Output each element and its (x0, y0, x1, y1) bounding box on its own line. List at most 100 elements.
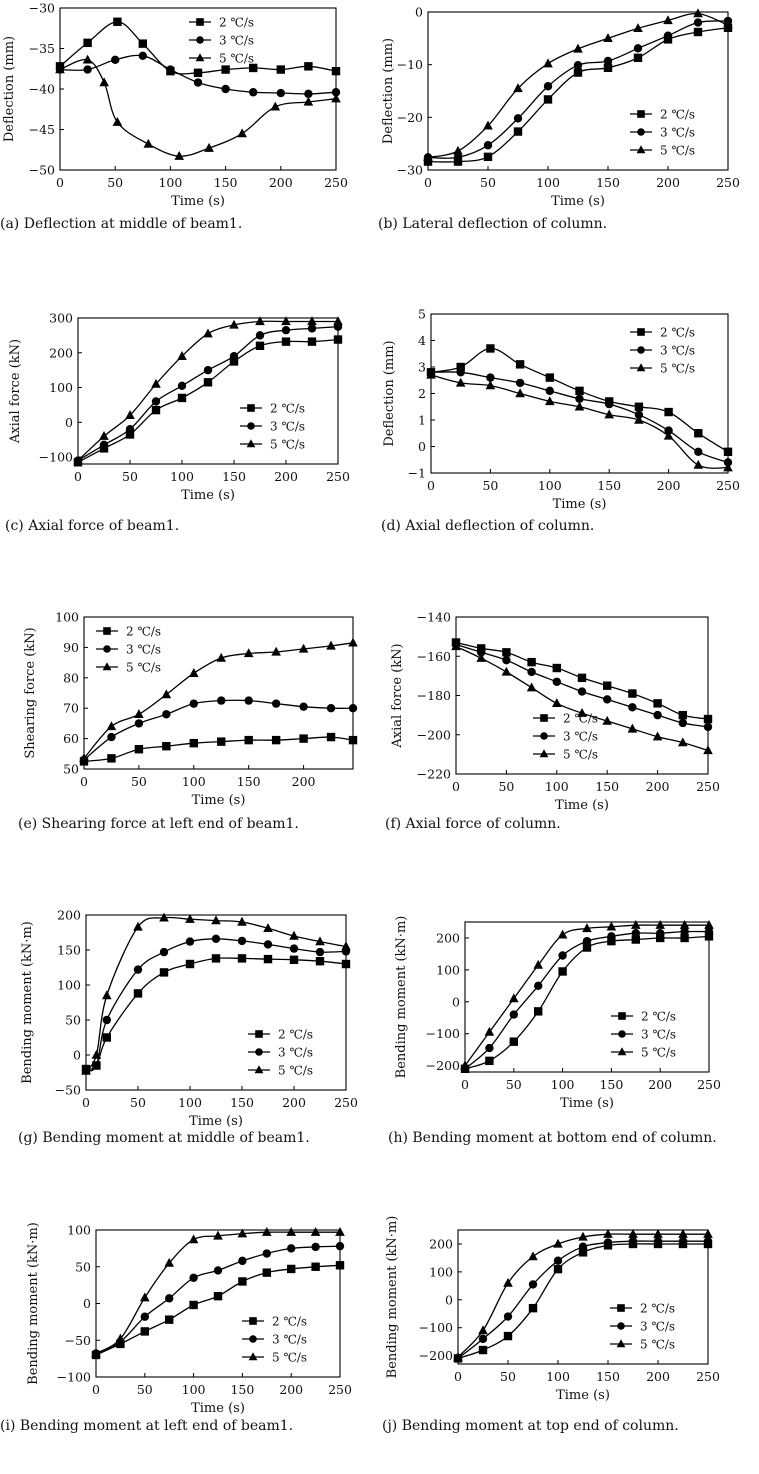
y-tick-label: 0 (73, 1048, 81, 1063)
data-point (664, 426, 673, 435)
data-point (509, 1010, 518, 1019)
series-1 (55, 17, 341, 77)
data-point (138, 51, 147, 60)
data-point (577, 687, 587, 696)
data-point (286, 1227, 296, 1236)
data-point (652, 731, 663, 741)
legend-label: 3 ℃/s (272, 1333, 307, 1347)
x-tick-label: 250 (334, 1095, 358, 1110)
x-tick-label: 50 (480, 175, 496, 190)
legend-marker (636, 363, 646, 372)
data-point (188, 668, 199, 677)
y-tick-label: 0 (445, 1292, 453, 1307)
x-tick-label: 0 (452, 779, 460, 794)
data-point (501, 666, 512, 676)
x-tick-label: 0 (82, 1095, 90, 1110)
caption-c: (c) Axial force of beam1. (5, 518, 180, 534)
series-3 (426, 369, 733, 472)
y-tick-label: 0 (65, 415, 73, 430)
data-point (453, 157, 463, 166)
legend-marker (247, 404, 255, 412)
data-point (217, 696, 226, 705)
data-point (502, 648, 511, 657)
data-point (193, 68, 203, 77)
data-point (603, 56, 613, 66)
data-point (515, 360, 525, 369)
data-point (607, 936, 616, 946)
data-point (263, 954, 273, 964)
data-point (631, 935, 640, 944)
x-axis-title: Time (s) (189, 1114, 243, 1129)
data-point (704, 927, 714, 936)
legend-marker (248, 1352, 258, 1361)
data-point (483, 152, 493, 162)
chart-j-frame (457, 1229, 709, 1365)
x-tick-label: 50 (122, 469, 138, 484)
data-point (553, 1264, 563, 1274)
x-axis-title: Time (s) (551, 194, 605, 209)
data-point (134, 719, 144, 728)
x-tick-label: 50 (130, 1095, 146, 1110)
y-tick-label: 200 (49, 345, 73, 360)
y-tick-label: −50 (65, 1333, 91, 1348)
data-point (693, 18, 703, 27)
y-axis-title: Bending moment (kN·m) (20, 921, 35, 1084)
y-tick-label: −50 (29, 163, 55, 178)
series-3 (55, 54, 341, 160)
x-tick-label: 0 (74, 469, 82, 484)
data-point (678, 1236, 688, 1246)
data-point (557, 929, 568, 939)
data-point (262, 1249, 271, 1258)
data-point (628, 1228, 638, 1238)
data-point (221, 65, 230, 74)
data-point (503, 1331, 513, 1341)
series-3 (423, 8, 733, 162)
legend-label: 2 ℃/s (640, 1302, 675, 1316)
caption-h: (h) Bending moment at bottom end of colu… (388, 1130, 717, 1146)
data-point (161, 689, 172, 699)
legend-label: 5 ℃/s (563, 748, 598, 762)
data-point (262, 1227, 272, 1236)
caption-e: (e) Shearing force at left end of beam1. (18, 816, 299, 832)
data-point (307, 316, 317, 326)
data-point (203, 378, 213, 387)
data-point (307, 324, 317, 333)
series-2 (460, 927, 714, 1074)
data-point (341, 941, 351, 951)
data-point (513, 127, 523, 136)
series-3 (73, 316, 343, 465)
data-point (335, 1241, 345, 1251)
legend-marker (103, 645, 111, 653)
x-tick-label: 150 (595, 779, 619, 794)
legend-marker (618, 1012, 626, 1020)
legend-marker (540, 732, 548, 740)
x-tick-label: 50 (107, 175, 123, 190)
data-point (456, 368, 465, 377)
data-point (575, 386, 584, 396)
data-point (515, 388, 525, 398)
data-point (165, 1315, 174, 1324)
data-point (607, 932, 616, 941)
data-point (83, 38, 92, 48)
y-tick-label: 100 (429, 1264, 453, 1279)
y-axis-title: Axial force (kN) (390, 643, 405, 748)
data-point (307, 337, 317, 346)
data-point (143, 138, 154, 148)
legend-label: 5 ℃/s (641, 1046, 676, 1060)
data-point (573, 43, 583, 53)
x-tick-label: 50 (500, 1369, 516, 1384)
data-point (633, 23, 643, 33)
x-tick-label: 150 (599, 1077, 623, 1092)
data-point (653, 1236, 663, 1246)
y-tick-label: 0 (83, 1296, 91, 1311)
data-point (545, 373, 554, 382)
x-tick-label: 100 (545, 779, 569, 794)
y-tick-label: −100 (57, 1370, 91, 1385)
data-point (125, 425, 135, 434)
data-point (162, 710, 171, 719)
data-point (331, 66, 341, 76)
data-point (603, 1228, 613, 1238)
x-tick-label: 0 (454, 1369, 462, 1384)
x-tick-label: 0 (80, 774, 88, 789)
